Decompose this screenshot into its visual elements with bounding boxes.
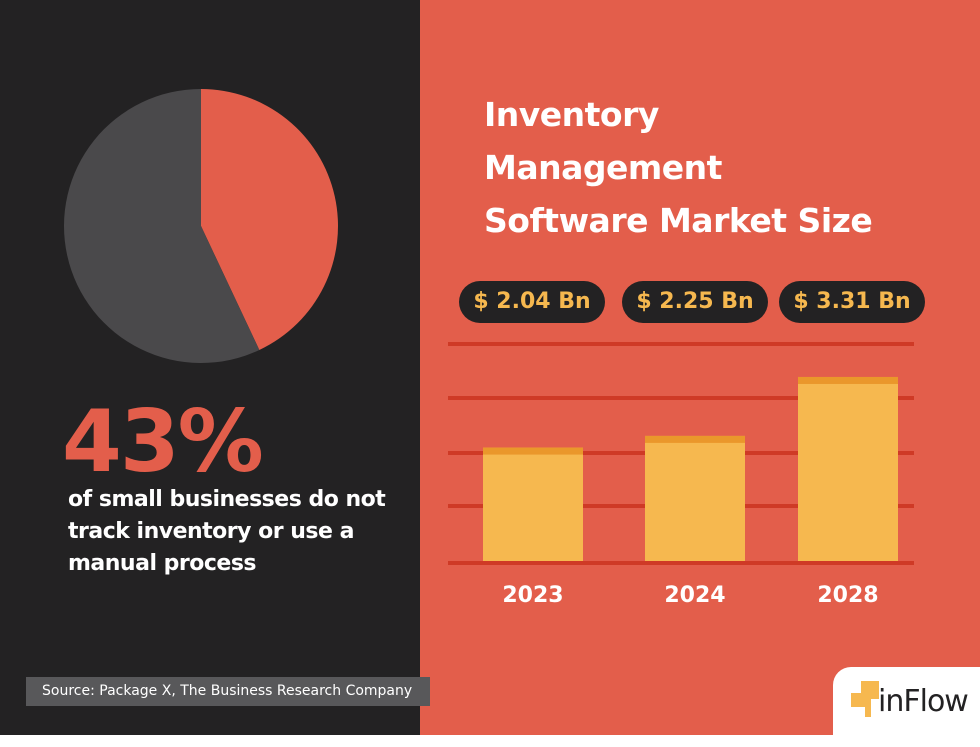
data-label-2024: $ 2.25 Bn bbox=[622, 281, 768, 323]
chart-title: Inventory Management Software Market Siz… bbox=[484, 88, 944, 247]
logo-text: inFlow bbox=[878, 684, 969, 719]
inflow-logo bbox=[833, 667, 980, 747]
data-label-2028: $ 3.31 Bn bbox=[779, 281, 925, 323]
x-tick-2024: 2024 bbox=[664, 583, 726, 608]
x-tick-2023: 2023 bbox=[502, 583, 564, 608]
stat-description: of small businesses do not track invento… bbox=[68, 487, 386, 576]
bar-cap bbox=[645, 435, 745, 443]
title-line: Management bbox=[484, 148, 722, 187]
gridline bbox=[448, 561, 914, 565]
bar-2028 bbox=[798, 376, 898, 561]
stat-value: 43% bbox=[62, 392, 264, 492]
pie-slice bbox=[201, 89, 338, 350]
pie-chart bbox=[63, 89, 338, 364]
title-line: Inventory bbox=[484, 95, 659, 134]
bar-cap bbox=[483, 447, 583, 455]
bar-2023 bbox=[483, 447, 583, 561]
x-tick-2028: 2028 bbox=[817, 583, 879, 608]
bar-cap bbox=[798, 376, 898, 384]
gridline bbox=[448, 342, 914, 346]
source-note: Source: Package X, The Business Research… bbox=[26, 677, 430, 706]
gridline bbox=[448, 396, 914, 400]
right-panel bbox=[420, 0, 980, 735]
logo-icon bbox=[851, 681, 879, 717]
bar-2024 bbox=[645, 435, 745, 561]
title-line: Software Market Size bbox=[484, 201, 873, 240]
pie-slice bbox=[63, 89, 260, 364]
data-label-2023: $ 2.04 Bn bbox=[459, 281, 605, 323]
